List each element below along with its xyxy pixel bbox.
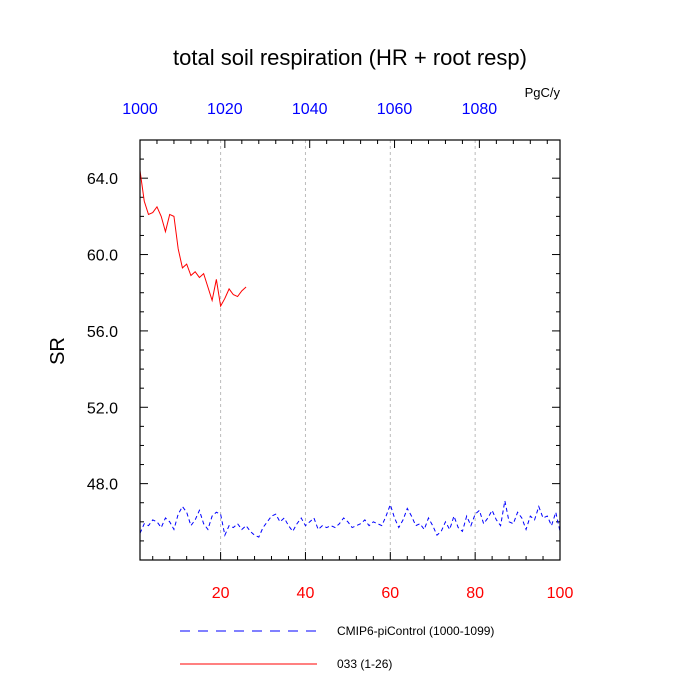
- x-top-tick-label: 1080: [462, 101, 498, 118]
- chart-title: total soil respiration (HR + root resp): [173, 45, 527, 70]
- x-axis-top: 1000 1020 1040 1060 1080: [122, 101, 548, 148]
- y-tick-label: 48.0: [87, 477, 118, 494]
- y-axis-label: SR: [47, 337, 69, 365]
- units-label: PgC/y: [525, 85, 561, 100]
- y-axis: 48.0 52.0 56.0 60.0 64.0: [87, 139, 560, 561]
- y-tick-label: 60.0: [87, 248, 118, 265]
- x-bottom-tick-label: 100: [547, 585, 574, 602]
- x-bottom-tick-label: 20: [212, 585, 230, 602]
- series-lines: [139, 170, 561, 538]
- x-bottom-tick-label: 40: [297, 585, 315, 602]
- plot-frame: [139, 139, 561, 561]
- x-top-tick-label: 1060: [377, 101, 413, 118]
- x-top-tick-label: 1020: [207, 101, 243, 118]
- legend: CMIP6-piControl (1000-1099) 033 (1-26): [180, 624, 494, 671]
- series-line-1: [139, 170, 247, 308]
- x-top-tick-label: 1000: [122, 101, 158, 118]
- y-tick-label: 52.0: [87, 400, 118, 417]
- legend-label-033: 033 (1-26): [337, 657, 392, 671]
- legend-label-piControl: CMIP6-piControl (1000-1099): [337, 624, 494, 638]
- y-tick-label: 64.0: [87, 171, 118, 188]
- series-line-0: [139, 500, 561, 538]
- x-top-tick-label: 1040: [292, 101, 328, 118]
- grid-lines: [220, 140, 476, 560]
- x-bottom-tick-label: 80: [466, 585, 484, 602]
- x-bottom-tick-label: 60: [381, 585, 399, 602]
- y-tick-label: 56.0: [87, 324, 118, 341]
- x-axis-bottom: 20 40 60 80 100: [152, 552, 574, 602]
